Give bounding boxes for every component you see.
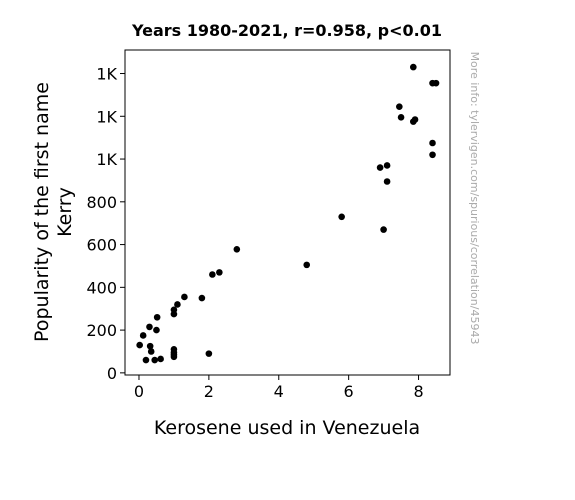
data-point [157,355,164,363]
y-tick-label: 1K [96,65,117,84]
chart-title: Years 1980-2021, r=0.958, p<0.01 [131,21,442,40]
y-axis: 0 200 400 600 800 1K 1K 1K [86,65,125,383]
data-point [432,79,440,87]
x-tick-label: 6 [344,382,354,401]
y-tick-label: 800 [86,193,117,212]
y-tick-label: 200 [86,321,117,340]
data-point [338,213,345,221]
data-point [410,63,417,71]
data-point [383,162,391,169]
x-tick-label: 0 [134,382,144,401]
y-tick-label: 1K [96,107,117,126]
data-point [147,348,155,355]
data-point [233,245,241,253]
data-point [411,116,419,123]
data-point [139,332,147,339]
x-axis-label: Kerosene used in Venezuela [154,417,420,439]
y-axis-label-line-1: Popularity of the first name [31,82,53,342]
data-point [396,103,403,110]
y-axis-label-line-2: Kerry [54,187,76,237]
data-point [209,271,216,278]
x-axis: 0 2 4 6 8 [134,375,424,401]
x-tick-label: 2 [204,382,214,401]
plot-frame [124,49,451,376]
data-point [151,356,159,364]
data-point [397,114,405,121]
data-point [216,269,223,276]
y-tick-label: 600 [86,236,117,255]
data-point [429,151,436,159]
data-point [380,226,387,233]
data-point [198,294,206,302]
x-tick-label: 8 [413,382,423,401]
y-tick-label: 1K [96,150,117,169]
data-point [383,178,391,185]
source-note: More info: tylervigen.com/spurious/corre… [468,52,481,345]
data-point [205,350,213,357]
data-point [174,301,181,308]
y-tick-label: 400 [86,278,117,297]
y-tick-label: 0 [107,364,117,383]
data-point [142,356,150,364]
points-layer [136,63,440,364]
data-point [181,293,188,301]
data-point [170,310,178,318]
data-point [303,261,311,269]
data-point [153,313,161,321]
data-point [146,342,154,350]
data-point [153,326,160,334]
data-point [429,139,436,147]
data-point [376,164,384,171]
data-point [146,323,153,331]
x-tick-label: 4 [274,382,284,401]
data-point [170,353,178,361]
data-point [136,341,143,349]
